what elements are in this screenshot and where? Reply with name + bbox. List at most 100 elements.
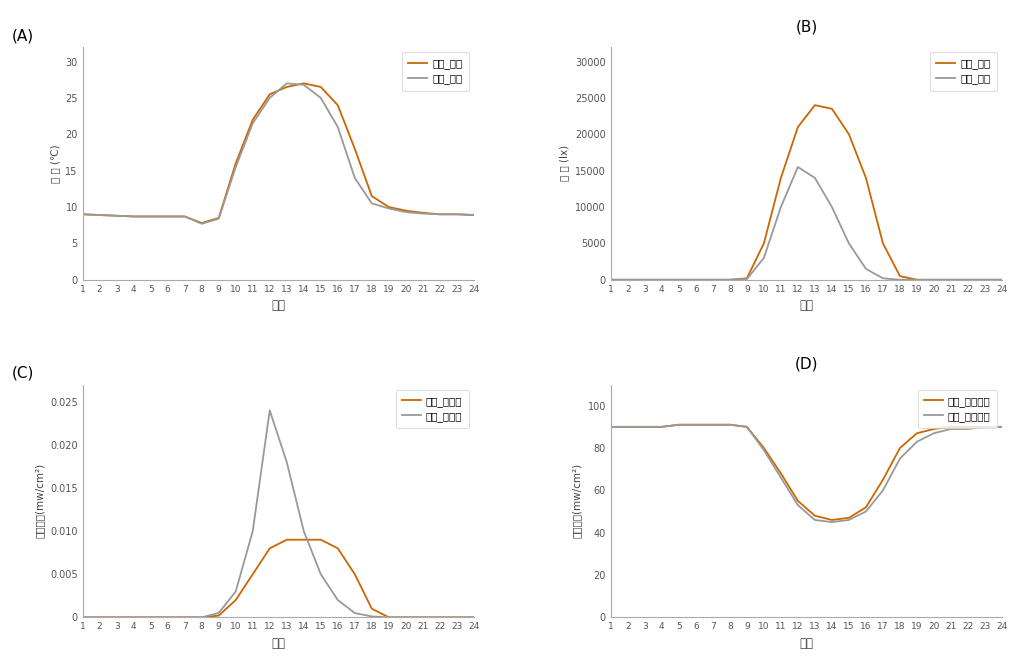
남북_자외선 xyxy=(195,613,208,621)
남북_상대습도 xyxy=(672,421,685,429)
동서_상대습도 xyxy=(724,421,737,429)
동서_온도 xyxy=(416,209,429,217)
동서_온도 xyxy=(263,90,276,98)
남북_상대습도 xyxy=(604,423,617,431)
동서_조도 xyxy=(604,276,617,284)
동서_자외선 xyxy=(450,613,463,621)
남북_조도 xyxy=(809,174,821,182)
남북_자외선 xyxy=(416,613,429,621)
동서_조도 xyxy=(724,276,737,284)
동서_자외선 xyxy=(298,535,310,544)
남북_상대습도 xyxy=(945,425,958,433)
동서_자외선 xyxy=(127,613,139,621)
동서_온도 xyxy=(195,219,208,227)
동서_온도 xyxy=(229,159,242,167)
남북_조도 xyxy=(757,254,770,262)
남북_조도 xyxy=(707,276,719,284)
Y-axis label: 온 도 (℃): 온 도 (℃) xyxy=(50,144,60,183)
동서_조도 xyxy=(638,276,651,284)
남북_자외선 xyxy=(179,613,191,621)
Text: (D): (D) xyxy=(794,356,818,372)
Y-axis label: 자외선량(mw/cm²): 자외선량(mw/cm²) xyxy=(34,464,44,539)
남북_조도 xyxy=(962,276,974,284)
동서_조도 xyxy=(894,272,906,280)
동서_조도 xyxy=(757,240,770,248)
Text: (A): (A) xyxy=(12,28,34,44)
동서_온도 xyxy=(145,213,157,221)
남북_온도 xyxy=(298,81,310,89)
동서_온도 xyxy=(468,211,480,219)
동서_자외선 xyxy=(468,613,480,621)
X-axis label: 시각: 시각 xyxy=(272,637,285,650)
동서_자외선 xyxy=(145,613,157,621)
남북_온도 xyxy=(161,213,174,221)
동서_온도 xyxy=(315,83,327,91)
동서_온도 xyxy=(93,211,105,219)
남북_온도 xyxy=(400,208,412,216)
동서_온도 xyxy=(111,212,123,220)
동서_조도 xyxy=(672,276,685,284)
Text: (C): (C) xyxy=(12,366,34,381)
남북_자외선 xyxy=(145,613,157,621)
남북_온도 xyxy=(213,215,225,223)
동서_상대습도 xyxy=(672,421,685,429)
남북_자외선 xyxy=(263,407,276,415)
남북_온도 xyxy=(76,210,89,218)
동서_상대습도 xyxy=(945,423,958,431)
남북_조도 xyxy=(911,276,924,284)
동서_조도 xyxy=(656,276,668,284)
Line: 동서_온도: 동서_온도 xyxy=(83,83,474,223)
Line: 동서_조도: 동서_조도 xyxy=(611,105,1002,280)
동서_상대습도 xyxy=(690,421,702,429)
동서_자외선 xyxy=(281,535,293,544)
Text: (B): (B) xyxy=(795,19,817,34)
남북_온도 xyxy=(195,219,208,227)
남북_온도 xyxy=(179,213,191,221)
동서_상대습도 xyxy=(622,423,634,431)
남북_온도 xyxy=(281,79,293,87)
동서_자외선 xyxy=(93,613,105,621)
남북_조도 xyxy=(741,275,753,283)
동서_상대습도 xyxy=(791,497,804,505)
남북_온도 xyxy=(366,199,378,207)
남북_온도 xyxy=(434,210,446,218)
동서_온도 xyxy=(298,79,310,87)
남북_조도 xyxy=(843,240,855,248)
남북_조도 xyxy=(724,276,737,284)
동서_조도 xyxy=(979,276,992,284)
동서_온도 xyxy=(332,101,344,109)
남북_상대습도 xyxy=(859,507,872,515)
동서_상대습도 xyxy=(707,421,719,429)
동서_조도 xyxy=(741,274,753,282)
동서_자외선 xyxy=(179,613,191,621)
남북_상대습도 xyxy=(843,516,855,524)
동서_조도 xyxy=(996,276,1008,284)
남북_조도 xyxy=(825,203,838,211)
남북_상대습도 xyxy=(741,423,753,431)
동서_상대습도 xyxy=(859,503,872,511)
남북_조도 xyxy=(791,163,804,171)
남북_조도 xyxy=(996,276,1008,284)
동서_상대습도 xyxy=(604,423,617,431)
동서_상대습도 xyxy=(928,425,940,433)
남북_자외선 xyxy=(348,609,361,617)
남북_자외선 xyxy=(127,613,139,621)
남북_자외선 xyxy=(298,527,310,535)
남북_상대습도 xyxy=(962,425,974,433)
동서_상대습도 xyxy=(825,516,838,524)
동서_상대습도 xyxy=(894,444,906,452)
남북_조도 xyxy=(656,276,668,284)
Line: 남북_조도: 남북_조도 xyxy=(611,167,1002,280)
동서_상대습도 xyxy=(877,476,889,484)
남북_상대습도 xyxy=(911,437,924,446)
남북_온도 xyxy=(93,211,105,219)
동서_조도 xyxy=(859,174,872,182)
동서_상대습도 xyxy=(775,470,787,478)
Legend: 동서_조도, 남북_조도: 동서_조도, 남북_조도 xyxy=(930,52,997,91)
남북_자외선 xyxy=(229,587,242,595)
동서_상대습도 xyxy=(741,423,753,431)
남북_조도 xyxy=(604,276,617,284)
남북_상대습도 xyxy=(928,429,940,437)
Line: 동서_상대습도: 동서_상대습도 xyxy=(611,425,1002,520)
동서_조도 xyxy=(911,276,924,284)
